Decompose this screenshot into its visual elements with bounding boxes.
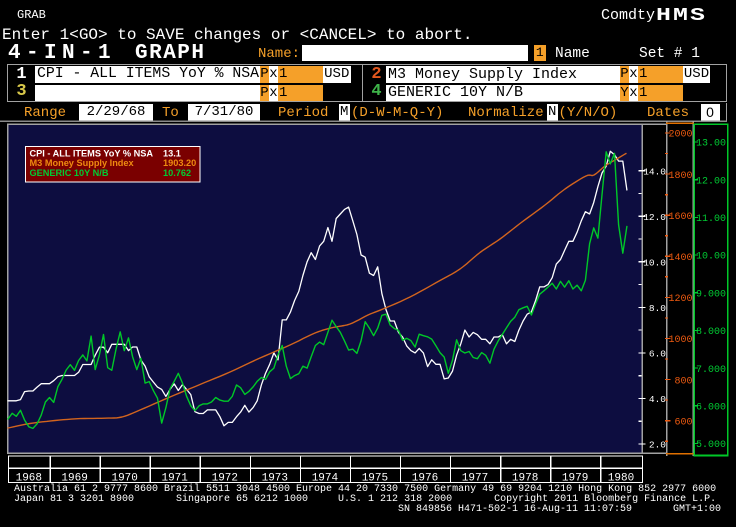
svg-text:M3 Money Supply Index: M3 Money Supply Index [30,158,135,168]
svg-text:1000: 1000 [668,335,692,346]
svg-text:4.0: 4.0 [649,394,666,405]
svg-text:1979: 1979 [562,472,588,484]
svg-text:1980: 1980 [608,472,634,484]
svg-text:9.000: 9.000 [696,289,726,300]
svg-text:1800: 1800 [668,171,692,182]
svg-text:14.0: 14.0 [643,166,666,177]
svg-text:2.0: 2.0 [649,440,666,451]
svg-text:1975: 1975 [362,472,388,484]
svg-text:1973: 1973 [262,472,288,484]
svg-text:6.000: 6.000 [696,402,726,413]
svg-text:13.00: 13.00 [696,139,726,150]
svg-text:7.000: 7.000 [696,365,726,376]
svg-text:2000: 2000 [668,130,692,141]
svg-text:8.000: 8.000 [696,327,726,338]
svg-text:13.1: 13.1 [163,148,181,158]
svg-text:CPI - ALL ITEMS YoY % NSA: CPI - ALL ITEMS YoY % NSA [30,148,154,158]
svg-text:1972: 1972 [212,472,238,484]
svg-text:1970: 1970 [111,472,137,484]
svg-text:1600: 1600 [668,212,692,223]
svg-text:1976: 1976 [412,472,438,484]
svg-text:600: 600 [674,417,692,428]
svg-text:6.0: 6.0 [649,349,666,360]
svg-text:800: 800 [674,376,692,387]
svg-text:1968: 1968 [16,472,42,484]
svg-text:11.00: 11.00 [696,214,726,225]
svg-text:1978: 1978 [512,472,538,484]
svg-text:1903.20: 1903.20 [163,158,196,168]
svg-text:1200: 1200 [668,294,692,305]
svg-text:12.00: 12.00 [696,176,726,187]
svg-text:10.762: 10.762 [163,168,191,178]
svg-text:1971: 1971 [161,472,188,484]
svg-text:12.0: 12.0 [643,212,666,223]
svg-text:1974: 1974 [312,472,339,484]
svg-text:10.00: 10.00 [696,252,726,263]
svg-text:1977: 1977 [462,472,488,484]
svg-text:GENERIC 10Y N/B: GENERIC 10Y N/B [30,168,109,178]
svg-text:10.0: 10.0 [643,258,666,269]
svg-text:1969: 1969 [61,472,87,484]
svg-text:1400: 1400 [668,253,692,264]
svg-text:8.0: 8.0 [649,303,666,314]
svg-text:5.000: 5.000 [696,440,726,451]
